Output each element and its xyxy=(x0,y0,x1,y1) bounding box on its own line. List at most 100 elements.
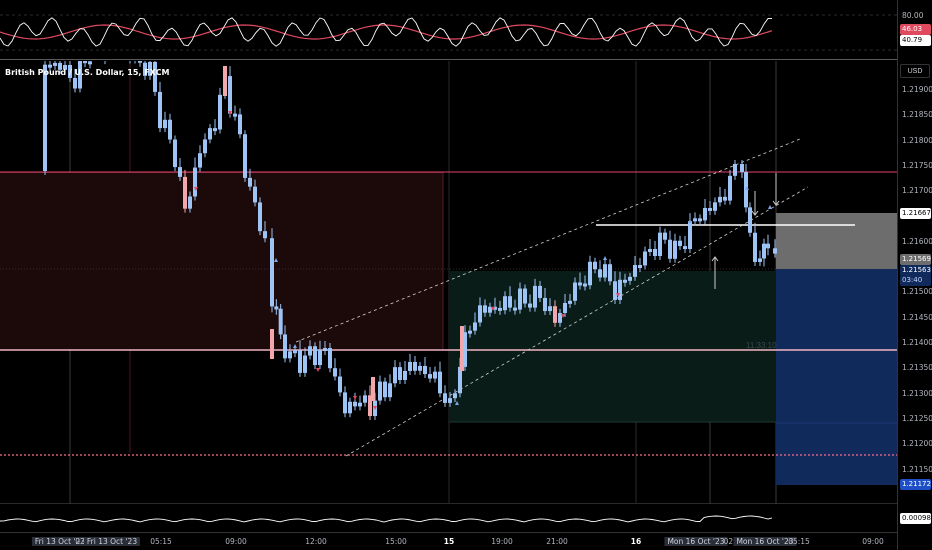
candle xyxy=(498,307,502,311)
signal-marker xyxy=(353,396,357,400)
candle xyxy=(433,371,437,379)
candle xyxy=(453,393,457,399)
candle xyxy=(288,351,292,359)
candle xyxy=(573,282,577,301)
candle xyxy=(668,239,672,259)
price-tick: 1.21400 xyxy=(902,338,932,347)
time-tick: 15 xyxy=(443,537,455,546)
signal-marker xyxy=(603,256,607,260)
osc-level-80: 80.00 xyxy=(902,11,924,20)
down-arrow-head xyxy=(751,210,759,216)
current-price-blue-label: 1.21563 xyxy=(900,265,931,276)
candle xyxy=(298,350,302,373)
price-axis[interactable]: 80.00 46.03 40.79 1.21900 1.21850 1.21800 1… xyxy=(897,0,932,550)
signal-marker xyxy=(455,401,459,405)
currency-button[interactable]: USD xyxy=(900,64,930,78)
candle xyxy=(58,62,62,70)
price-tick: 1.21300 xyxy=(902,388,932,398)
time-tick: 02:4 xyxy=(723,537,741,546)
candle xyxy=(343,392,347,414)
candle xyxy=(593,261,597,270)
candle xyxy=(483,305,487,313)
candle xyxy=(63,65,67,70)
time-tick: 09:00 xyxy=(862,537,884,546)
candle xyxy=(73,77,77,89)
candle xyxy=(773,248,777,254)
candle xyxy=(303,355,307,373)
candle xyxy=(368,395,372,417)
candle xyxy=(688,221,692,250)
candle xyxy=(143,62,147,76)
signal-marker xyxy=(373,406,377,410)
time-tick: 05:15 xyxy=(150,537,172,546)
time-tick: Fri 13 Oct '23 xyxy=(31,537,89,546)
candle xyxy=(88,61,92,65)
price-tick: 1.21350 xyxy=(902,363,932,373)
time-tick: 12:00 xyxy=(305,537,327,546)
candle xyxy=(413,361,417,371)
time-tick: 05:15 xyxy=(788,537,810,546)
main-chart-pane[interactable] xyxy=(0,41,897,504)
signal-marker xyxy=(616,293,620,297)
price-tick: 1.21150 xyxy=(902,464,932,474)
stop-price-label: 1.21172 xyxy=(900,479,931,490)
candle xyxy=(183,176,187,209)
candle xyxy=(518,288,522,310)
candle xyxy=(678,240,682,247)
osc-value-white-label: 40.79 xyxy=(900,35,931,46)
candle xyxy=(333,368,337,377)
candle xyxy=(218,94,222,130)
candle xyxy=(488,306,492,313)
candle xyxy=(423,365,427,375)
candle xyxy=(138,55,142,63)
candle xyxy=(663,232,667,240)
oscillator-pane[interactable] xyxy=(0,0,897,60)
candle xyxy=(766,243,770,249)
candle xyxy=(83,59,87,64)
candle-highlight xyxy=(270,329,274,359)
volume-value-label: 0.00098 xyxy=(900,513,931,524)
candle xyxy=(428,374,432,379)
candle xyxy=(703,207,707,221)
candle xyxy=(318,349,322,366)
candle xyxy=(283,334,287,359)
candle xyxy=(723,196,727,201)
signal-marker xyxy=(561,314,565,318)
candle xyxy=(603,264,607,278)
candle xyxy=(238,114,242,135)
candle xyxy=(543,297,547,312)
candle xyxy=(458,366,462,394)
candle xyxy=(328,348,332,369)
volume-pane[interactable] xyxy=(0,505,897,532)
candle xyxy=(243,134,247,178)
time-tick: Fri 13 Oct '23 xyxy=(83,537,141,546)
volume-line xyxy=(0,515,773,523)
candle xyxy=(308,346,312,356)
candle xyxy=(208,128,212,140)
current-price-grey-label: 1.21569 xyxy=(900,254,931,265)
candle xyxy=(693,218,697,222)
candle xyxy=(638,265,642,269)
candle xyxy=(623,279,627,283)
candle xyxy=(608,264,612,282)
up-arrow-head xyxy=(711,256,719,262)
candle xyxy=(68,65,72,78)
time-tick: Mon 16 Oct '23 xyxy=(664,537,728,546)
candle xyxy=(173,139,177,168)
candle xyxy=(508,296,512,308)
candle xyxy=(578,282,582,286)
candle xyxy=(353,401,357,407)
candle xyxy=(358,402,362,407)
candle xyxy=(263,231,267,239)
symbol-title[interactable]: British Pound / U.S. Dollar, 15, FXCM xyxy=(5,68,170,77)
candle xyxy=(583,283,587,287)
candle xyxy=(53,62,57,66)
signal-marker xyxy=(491,307,495,311)
target-box xyxy=(776,213,897,269)
target-price-label: 1.21667 xyxy=(900,208,931,219)
price-tick: 1.21600 xyxy=(902,236,932,246)
candle xyxy=(758,258,762,262)
price-tick: 1.21700 xyxy=(902,186,932,196)
candle xyxy=(213,128,217,132)
